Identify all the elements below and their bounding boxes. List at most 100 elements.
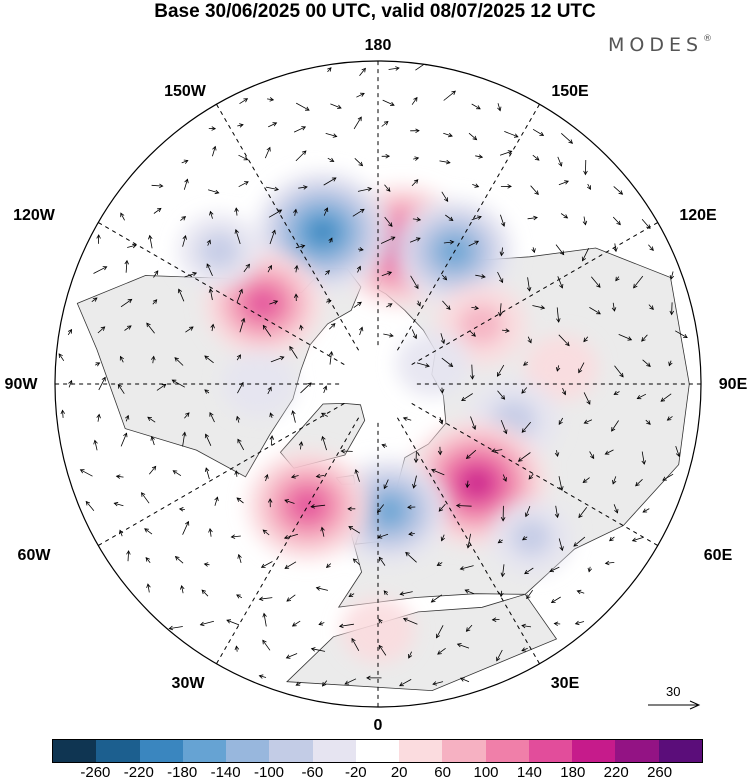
wind-vector-head bbox=[558, 162, 563, 167]
wind-vector-head bbox=[156, 207, 162, 213]
colorbar-tick-label: -60 bbox=[301, 764, 324, 781]
wind-vector bbox=[97, 326, 105, 334]
lon-label-60w: 60W bbox=[17, 547, 51, 564]
colorbar-cell bbox=[485, 740, 529, 762]
wind-vector-head bbox=[188, 326, 194, 331]
wind-vector-head bbox=[415, 128, 420, 134]
wind-vector bbox=[468, 240, 479, 247]
wind-vector-head bbox=[234, 470, 239, 475]
wind-vector bbox=[355, 469, 360, 482]
wind-vector-head bbox=[534, 190, 539, 196]
wind-vector bbox=[648, 244, 654, 251]
wind-vector-head bbox=[161, 383, 167, 388]
wind-vector bbox=[523, 361, 529, 366]
wind-vector-head bbox=[326, 299, 332, 304]
wind-vector-head bbox=[389, 333, 394, 338]
wind-vector bbox=[388, 67, 400, 70]
colorbar-tick-label: -20 bbox=[344, 764, 367, 781]
wind-vector-head bbox=[146, 583, 151, 589]
wind-vector bbox=[526, 589, 534, 599]
wind-vector bbox=[204, 563, 210, 566]
wind-vector bbox=[443, 90, 456, 101]
wind-vector-head bbox=[534, 156, 540, 161]
anomaly-contour bbox=[463, 470, 492, 496]
wind-vector-head bbox=[582, 478, 588, 484]
negative-anomaly bbox=[490, 500, 573, 575]
wind-vector bbox=[527, 277, 530, 291]
wind-vector bbox=[441, 274, 447, 281]
wind-vector-head bbox=[279, 356, 285, 361]
wind-vector bbox=[554, 623, 561, 625]
wind-vector bbox=[440, 333, 445, 344]
wind-vector bbox=[381, 121, 389, 127]
wind-vector-head bbox=[596, 310, 601, 315]
wind-vector-head bbox=[437, 450, 443, 456]
wind-vector-head bbox=[327, 67, 332, 72]
lon-label-150e: 150E bbox=[551, 83, 589, 100]
wind-vector bbox=[437, 647, 446, 655]
wind-vector-head bbox=[235, 415, 241, 421]
wind-vector-head bbox=[239, 381, 244, 387]
wind-vector-head bbox=[465, 483, 470, 489]
wind-vector-head bbox=[329, 157, 335, 162]
wind-vector-head bbox=[321, 435, 326, 441]
wind-vector bbox=[207, 240, 211, 246]
wind-vector bbox=[467, 533, 471, 548]
wind-vector bbox=[675, 445, 680, 457]
wind-vector-head bbox=[528, 474, 533, 480]
wind-vector bbox=[237, 382, 244, 394]
wind-vector-head bbox=[646, 420, 651, 425]
wind-vector bbox=[383, 479, 389, 489]
wind-vector bbox=[98, 377, 106, 391]
wind-vector bbox=[441, 534, 445, 541]
wind-vector bbox=[359, 327, 363, 336]
wind-vector bbox=[556, 365, 560, 372]
wind-vector bbox=[236, 594, 243, 599]
wind-vector-head bbox=[204, 467, 210, 472]
wind-vector-head bbox=[507, 184, 512, 189]
wind-vector bbox=[259, 675, 267, 678]
wind-vector bbox=[205, 434, 212, 446]
wind-vector bbox=[551, 596, 561, 603]
wind-vector-head bbox=[405, 551, 410, 557]
wind-vector bbox=[641, 334, 648, 342]
wind-vector bbox=[124, 325, 132, 331]
wind-vector bbox=[144, 528, 153, 535]
wind-vector-head bbox=[438, 419, 444, 425]
wind-vector-head bbox=[456, 643, 462, 648]
wind-vector bbox=[499, 150, 512, 156]
anomaly-contour bbox=[396, 330, 470, 398]
wind-vector bbox=[322, 436, 327, 451]
wind-vector-head bbox=[568, 139, 574, 144]
wind-vector-head bbox=[497, 539, 503, 544]
wind-vector bbox=[613, 186, 623, 195]
wind-vector bbox=[457, 643, 470, 649]
wind-vector bbox=[413, 475, 417, 488]
lon-label-90e: 90E bbox=[718, 376, 748, 393]
wind-vector bbox=[296, 102, 310, 111]
wind-vector bbox=[378, 533, 389, 538]
reference-vector bbox=[648, 700, 701, 710]
wind-vector bbox=[172, 470, 182, 477]
wind-vector bbox=[504, 131, 519, 138]
wind-vector bbox=[204, 355, 214, 364]
wind-vector-head bbox=[558, 420, 563, 426]
wind-vector-head bbox=[158, 183, 164, 189]
chart-title: Base 30/06/2025 00 UTC, valid 08/07/2025… bbox=[154, 1, 596, 22]
wind-vector-head bbox=[507, 150, 513, 155]
wind-vector bbox=[353, 558, 360, 566]
wind-vector-head bbox=[262, 529, 268, 534]
wind-vector bbox=[268, 122, 277, 128]
wind-vector bbox=[323, 177, 337, 186]
wind-vector bbox=[384, 184, 391, 192]
wind-vector bbox=[243, 264, 250, 273]
wind-vector-head bbox=[361, 67, 366, 73]
wind-vector bbox=[292, 410, 296, 423]
wind-vector bbox=[469, 330, 476, 337]
wind-vector bbox=[521, 647, 528, 652]
wind-vector bbox=[292, 620, 301, 627]
wind-vector bbox=[300, 325, 303, 331]
wind-vector bbox=[348, 526, 361, 534]
wind-vector-head bbox=[168, 625, 174, 631]
wind-vector-head bbox=[503, 429, 508, 435]
